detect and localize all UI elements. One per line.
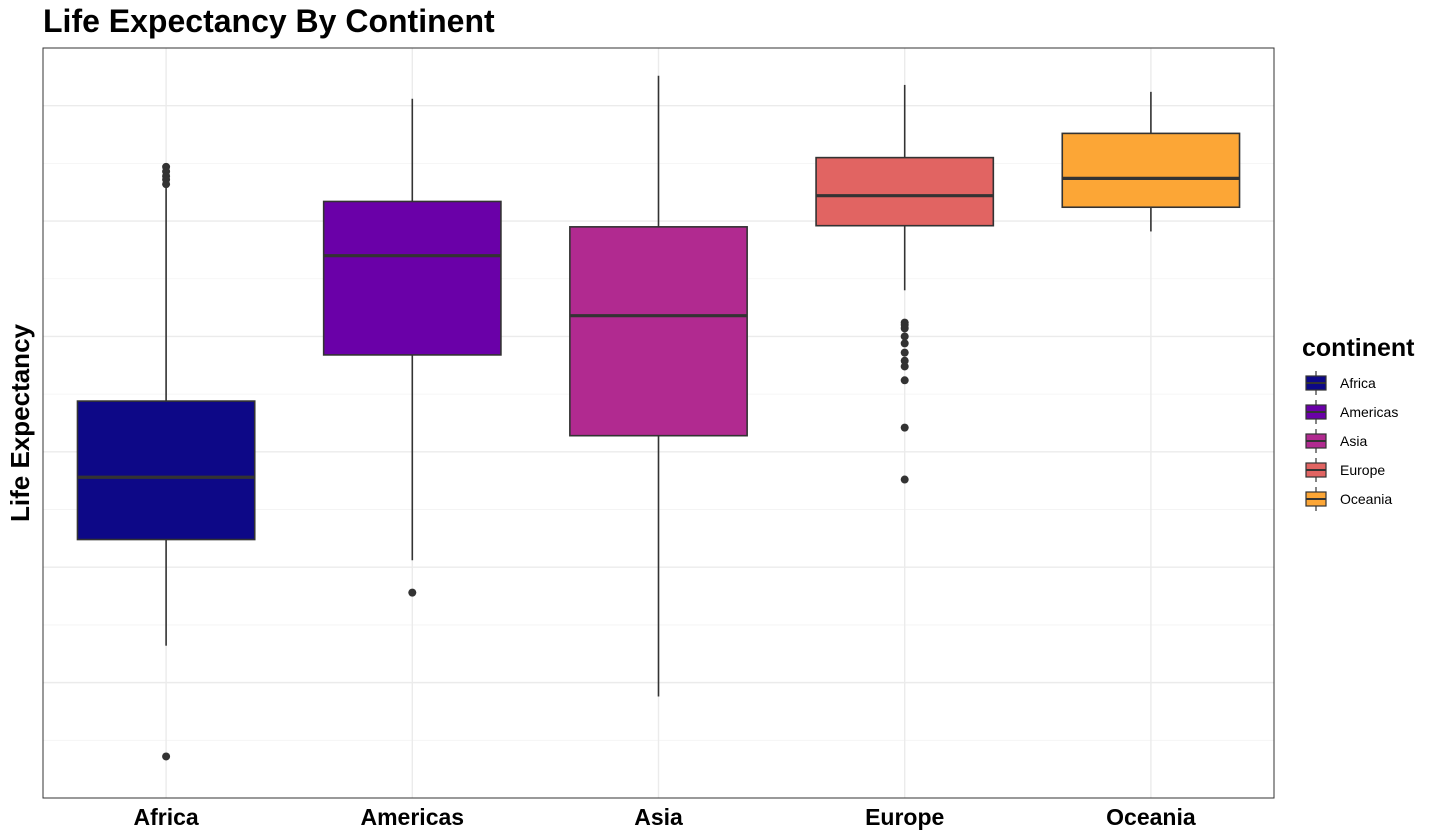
- box-africa: [76, 162, 256, 761]
- outlier-point: [900, 332, 909, 341]
- outlier-point: [162, 180, 171, 189]
- box-europe: [815, 84, 995, 484]
- outlier-point: [900, 362, 909, 371]
- legend-label: Americas: [1340, 404, 1398, 420]
- box-oceania: [1061, 91, 1241, 232]
- outlier-point: [900, 324, 909, 333]
- outlier-point: [900, 348, 909, 357]
- box-body: [322, 200, 502, 356]
- legend: continent Africa Americas Asia Europe Oceani…: [1302, 334, 1415, 511]
- chart-title: Life Expectancy By Continent: [43, 3, 495, 39]
- x-tick-label: Africa: [133, 804, 198, 830]
- x-tick-labels: Africa Americas Asia Europe Oceania: [133, 804, 1195, 830]
- legend-item-africa: Africa: [1305, 371, 1376, 395]
- box-body: [1061, 132, 1241, 209]
- x-tick-label: Americas: [361, 804, 465, 830]
- x-tick-label: Europe: [865, 804, 944, 830]
- outlier-point: [900, 339, 909, 348]
- outlier-point: [162, 752, 171, 761]
- outlier-point: [900, 423, 909, 432]
- outlier-point: [900, 475, 909, 484]
- outlier-point: [408, 588, 417, 597]
- legend-label: Asia: [1340, 433, 1367, 449]
- legend-item-oceania: Oceania: [1305, 487, 1392, 511]
- box-body: [569, 226, 748, 437]
- outlier-point: [900, 356, 909, 365]
- box-body: [815, 156, 995, 227]
- y-axis-label: Life Expectancy: [5, 323, 35, 522]
- legend-item-europe: Europe: [1305, 458, 1385, 482]
- x-tick-label: Asia: [634, 804, 683, 830]
- boxes-layer: [76, 75, 1241, 761]
- legend-label: Africa: [1340, 375, 1376, 391]
- legend-item-asia: Asia: [1305, 429, 1367, 453]
- x-tick-label: Oceania: [1106, 804, 1196, 830]
- outlier-point: [900, 376, 909, 385]
- legend-title: continent: [1302, 334, 1415, 362]
- box-body: [76, 400, 256, 541]
- legend-item-americas: Americas: [1305, 400, 1398, 424]
- legend-label: Europe: [1340, 462, 1385, 478]
- box-americas: [322, 98, 502, 597]
- box-asia: [569, 75, 748, 697]
- plot-border: [42, 47, 1275, 799]
- legend-label: Oceania: [1340, 491, 1392, 507]
